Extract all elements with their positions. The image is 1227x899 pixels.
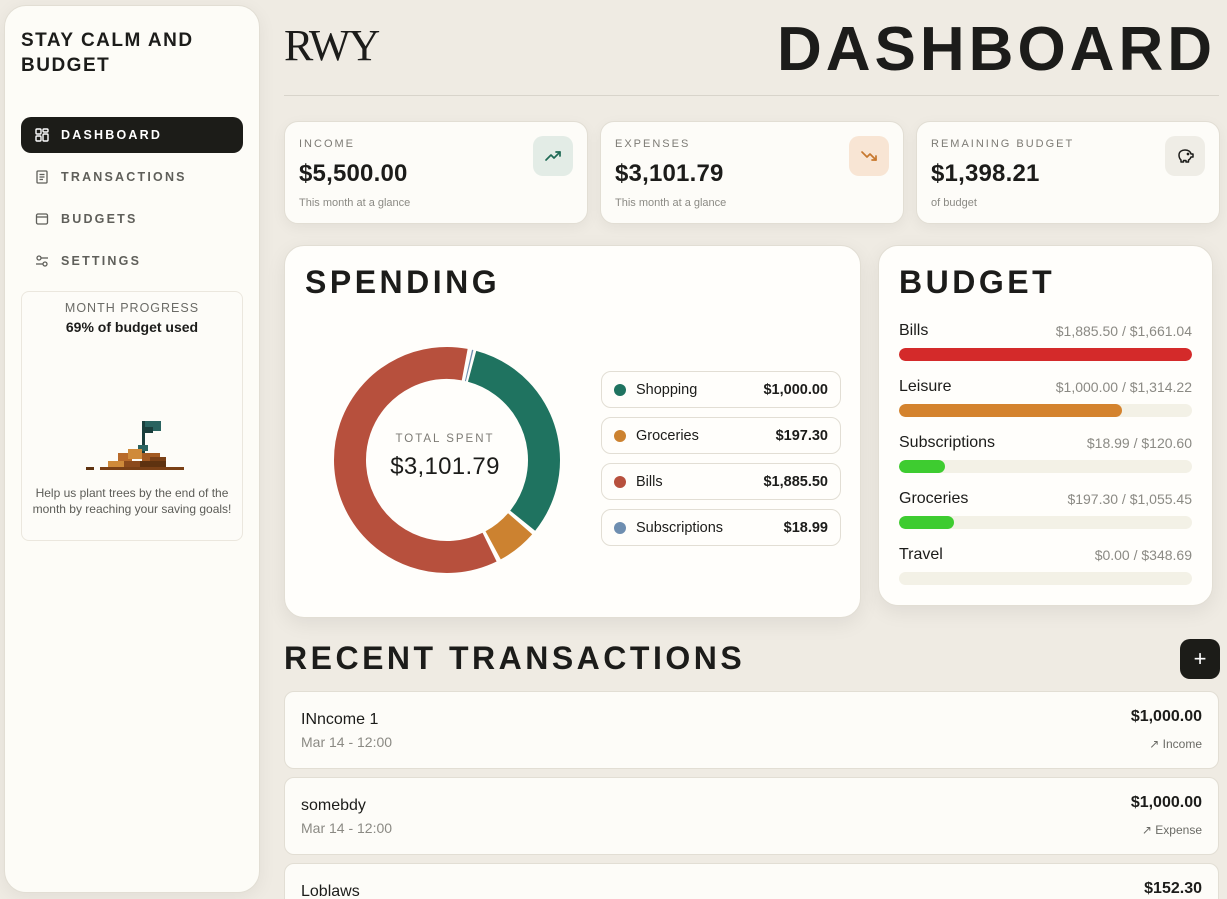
legend-name: Bills bbox=[636, 473, 663, 490]
donut-segment-groceries bbox=[334, 347, 560, 573]
legend-name: Groceries bbox=[636, 427, 699, 444]
stat-note: This month at a glance bbox=[299, 197, 411, 209]
nav-item-budgets[interactable]: BUDGETS bbox=[21, 201, 243, 237]
progress-subtitle: 69% of budget used bbox=[65, 319, 199, 335]
transaction-name: somebdy bbox=[301, 797, 366, 814]
receipt-icon bbox=[35, 170, 49, 184]
legend-dot bbox=[614, 521, 626, 534]
stat-note: of budget bbox=[931, 197, 977, 209]
nav-label: DASHBOARD bbox=[61, 128, 163, 142]
stat-value: $1,398.21 bbox=[931, 160, 1040, 187]
budget-amount: $197.30 / $1,055.45 bbox=[1067, 491, 1192, 507]
donut-center-value: $3,101.79 bbox=[390, 453, 500, 480]
budget-name: Leisure bbox=[899, 378, 952, 395]
transaction-amount: $152.30 bbox=[1144, 880, 1202, 897]
legend-name: Shopping bbox=[636, 381, 698, 398]
stat-note: This month at a glance bbox=[615, 197, 727, 209]
transaction-type: ↗ Expense bbox=[1141, 823, 1202, 837]
spending-card: SPENDING TOTAL SPENT $3,101.79 Shopping … bbox=[284, 245, 861, 618]
transaction-row[interactable]: Loblaws $152.30 bbox=[284, 863, 1219, 899]
transaction-row[interactable]: somebdy Mar 14 - 12:00 $1,000.00 ↗ Expen… bbox=[284, 777, 1219, 855]
stat-value: $5,500.00 bbox=[299, 160, 408, 187]
piggy-bank-icon bbox=[1165, 136, 1205, 176]
sidebar: STAY CALM AND BUDGET DASHBOARD TRANSACTI… bbox=[4, 5, 260, 893]
app-title: STAY CALM AND BUDGET bbox=[21, 30, 194, 76]
legend-item-groceries: Groceries $197.30 bbox=[601, 417, 841, 454]
transaction-row[interactable]: INncome 1 Mar 14 - 12:00 $1,000.00 ↗ Inc… bbox=[284, 691, 1219, 769]
nav-label: SETTINGS bbox=[61, 254, 142, 268]
spending-donut-chart bbox=[334, 346, 560, 573]
legend-value: $197.30 bbox=[775, 427, 828, 444]
expenses-card: EXPENSES $3,101.79 This month at a glanc… bbox=[600, 121, 904, 224]
trend-up-icon bbox=[533, 136, 573, 176]
transaction-date: Mar 14 - 12:00 bbox=[301, 734, 393, 750]
legend-value: $1,885.50 bbox=[763, 473, 828, 490]
stat-label: EXPENSES bbox=[615, 138, 691, 150]
nav-item-settings[interactable]: SETTINGS bbox=[21, 243, 243, 279]
donut-center-label: TOTAL SPENT bbox=[395, 433, 495, 445]
legend-dot bbox=[614, 429, 626, 442]
donut-segment-bills bbox=[334, 347, 560, 573]
budget-progress-bar bbox=[899, 348, 1192, 361]
transaction-amount: $1,000.00 bbox=[1130, 794, 1202, 811]
month-progress-card: MONTH PROGRESS 69% of budget used Help u… bbox=[21, 291, 243, 541]
legend-item-subscriptions: Subscriptions $18.99 bbox=[601, 509, 841, 546]
add-transaction-button[interactable]: + bbox=[1180, 639, 1220, 679]
spending-title: SPENDING bbox=[305, 264, 501, 300]
header-divider bbox=[284, 95, 1219, 96]
wallet-icon bbox=[35, 212, 49, 226]
legend-name: Subscriptions bbox=[636, 519, 724, 536]
budget-progress-bar bbox=[899, 572, 1192, 585]
budget-name: Subscriptions bbox=[899, 434, 996, 451]
budget-progress-fill bbox=[899, 348, 1192, 361]
progress-title: MONTH PROGRESS bbox=[64, 301, 200, 315]
budget-progress-fill bbox=[899, 516, 954, 529]
budget-amount: $18.99 / $120.60 bbox=[1086, 435, 1192, 451]
income-card: INCOME $5,500.00 This month at a glance bbox=[284, 121, 588, 224]
legend-dot bbox=[614, 383, 626, 396]
legend-value: $1,000.00 bbox=[763, 381, 828, 398]
budget-progress-fill bbox=[899, 404, 1122, 417]
budget-amount: $0.00 / $348.69 bbox=[1094, 547, 1192, 563]
nav-item-dashboard[interactable]: DASHBOARD bbox=[21, 117, 243, 153]
recent-transactions-title: RECENT TRANSACTIONS bbox=[284, 640, 746, 676]
sliders-icon bbox=[35, 254, 49, 268]
budget-progress-bar bbox=[899, 516, 1192, 529]
budget-progress-bar bbox=[899, 460, 1192, 473]
budget-name: Groceries bbox=[899, 490, 969, 507]
transaction-amount: $1,000.00 bbox=[1130, 708, 1202, 725]
legend-item-shopping: Shopping $1,000.00 bbox=[601, 371, 841, 408]
transaction-type: ↗ Income bbox=[1149, 737, 1202, 751]
budget-progress-bar bbox=[899, 404, 1192, 417]
nav-item-transactions[interactable]: TRANSACTIONS bbox=[21, 159, 243, 195]
budget-name: Bills bbox=[899, 322, 929, 339]
trend-down-icon bbox=[849, 136, 889, 176]
progress-message: Help us plant trees by the end of the mo… bbox=[32, 486, 232, 516]
transaction-name: Loblaws bbox=[301, 883, 360, 899]
transaction-name: INncome 1 bbox=[301, 711, 379, 728]
legend-dot bbox=[614, 475, 626, 488]
transaction-date: Mar 14 - 12:00 bbox=[301, 820, 393, 836]
nav-label: TRANSACTIONS bbox=[61, 170, 187, 184]
budget-title: BUDGET bbox=[899, 264, 1056, 300]
brand-logo: RWY bbox=[284, 21, 380, 70]
page-title: DASHBOARD bbox=[777, 15, 1216, 84]
legend-item-bills: Bills $1,885.50 bbox=[601, 463, 841, 500]
budget-amount: $1,000.00 / $1,314.22 bbox=[1055, 379, 1192, 395]
flag-mound-illustration bbox=[80, 417, 184, 478]
budget-card: BUDGET Bills $1,885.50 / $1,661.04 Leisu… bbox=[878, 245, 1213, 606]
stat-label: REMAINING BUDGET bbox=[931, 138, 1075, 150]
remaining-budget-card: REMAINING BUDGET $1,398.21 of budget bbox=[916, 121, 1220, 224]
budget-amount: $1,885.50 / $1,661.04 bbox=[1055, 323, 1192, 339]
stat-value: $3,101.79 bbox=[615, 160, 724, 187]
legend-value: $18.99 bbox=[783, 519, 828, 536]
budget-name: Travel bbox=[899, 546, 943, 563]
stat-label: INCOME bbox=[299, 138, 355, 150]
budget-progress-fill bbox=[899, 460, 945, 473]
grid-icon bbox=[35, 128, 49, 142]
nav-label: BUDGETS bbox=[61, 212, 138, 226]
